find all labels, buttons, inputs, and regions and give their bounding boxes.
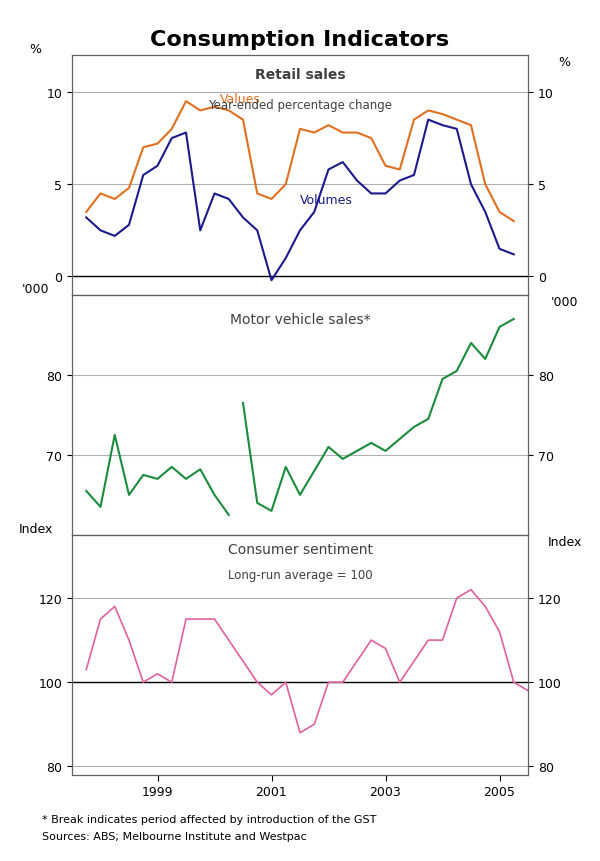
Text: Consumer sentiment: Consumer sentiment <box>227 542 373 556</box>
Text: Motor vehicle sales*: Motor vehicle sales* <box>230 313 370 326</box>
Text: Retail sales: Retail sales <box>254 68 346 82</box>
Text: Consumption Indicators: Consumption Indicators <box>151 30 449 50</box>
Text: Long-run average = 100: Long-run average = 100 <box>227 569 373 582</box>
Y-axis label: '000: '000 <box>22 282 49 295</box>
Y-axis label: '000: '000 <box>551 295 578 308</box>
Y-axis label: %: % <box>29 43 41 56</box>
Text: Sources: ABS; Melbourne Institute and Westpac: Sources: ABS; Melbourne Institute and We… <box>42 831 307 841</box>
Text: Values: Values <box>220 93 261 106</box>
Text: Volumes: Volumes <box>300 194 353 208</box>
Text: Year-ended percentage change: Year-ended percentage change <box>208 99 392 112</box>
Y-axis label: Index: Index <box>547 536 581 548</box>
Y-axis label: %: % <box>559 56 571 69</box>
Text: * Break indicates period affected by introduction of the GST: * Break indicates period affected by int… <box>42 814 376 824</box>
Y-axis label: Index: Index <box>19 523 53 536</box>
